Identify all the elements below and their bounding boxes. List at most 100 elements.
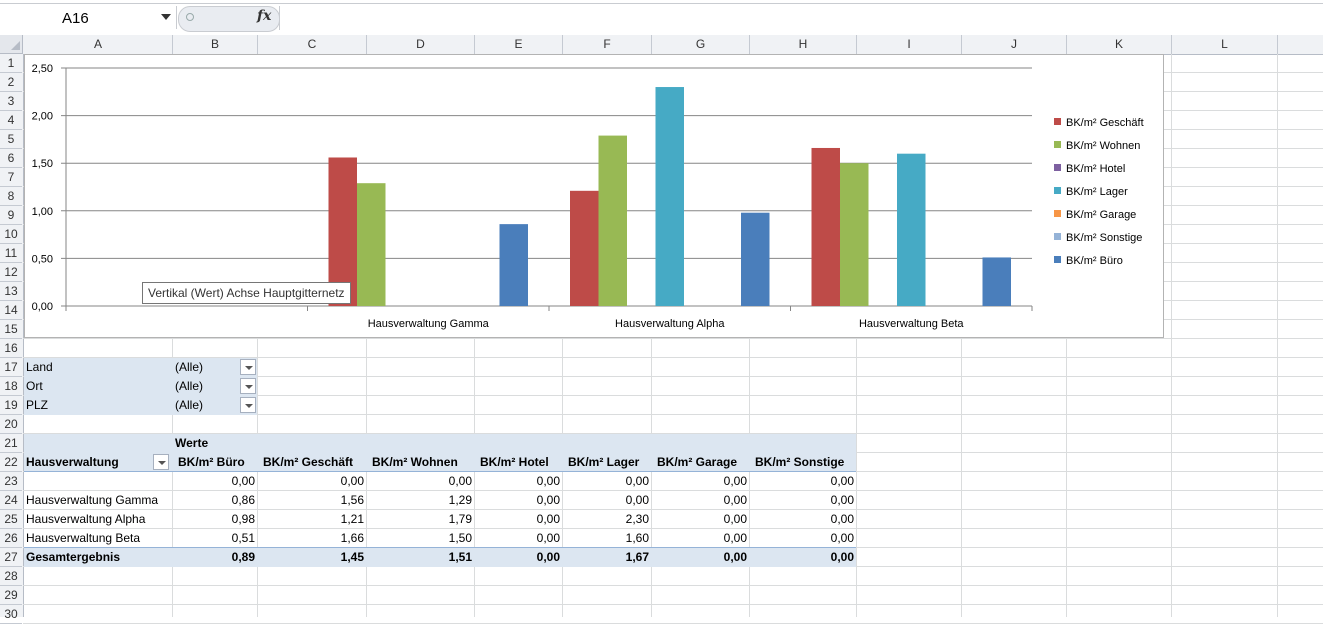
formula-input[interactable]	[279, 6, 1323, 30]
pivot-cell[interactable]: 0,00	[723, 531, 747, 545]
pivot-cell[interactable]: 0,00	[536, 512, 560, 526]
pivot-row-label[interactable]: Hausverwaltung Alpha	[26, 512, 146, 526]
pivot-total-cell[interactable]: 0,89	[231, 550, 255, 564]
pivot-cell[interactable]: 0,00	[830, 493, 854, 507]
pivot-cell[interactable]: 0,00	[536, 531, 560, 545]
pivot-total-cell[interactable]: 0,00	[723, 550, 747, 564]
row-header[interactable]: 13	[0, 282, 22, 301]
row-header[interactable]: 17	[0, 358, 22, 377]
pivot-cell[interactable]: 1,56	[340, 493, 364, 507]
filter-dropdown-button[interactable]	[240, 359, 256, 375]
pivot-cell[interactable]: 0,00	[625, 474, 649, 488]
row-header[interactable]: 30	[0, 605, 22, 624]
pivot-cell[interactable]: 0,00	[340, 474, 364, 488]
row-header[interactable]: 15	[0, 320, 22, 339]
column-header[interactable]: K	[1067, 35, 1172, 54]
row-header[interactable]: 24	[0, 491, 22, 510]
pivot-cell[interactable]: 0,86	[231, 493, 255, 507]
pivot-cell[interactable]: 0,00	[723, 512, 747, 526]
row-header[interactable]: 22	[0, 453, 22, 472]
resize-handle-icon[interactable]	[186, 13, 194, 21]
pivot-cell[interactable]: 0,00	[536, 493, 560, 507]
row-header[interactable]: 28	[0, 567, 22, 586]
pivot-cell[interactable]: 0,00	[536, 474, 560, 488]
pivot-total-cell[interactable]: 0,00	[536, 550, 560, 564]
pivot-cell[interactable]: 0,98	[231, 512, 255, 526]
pivot-cell[interactable]: 0,00	[830, 512, 854, 526]
pivot-cell[interactable]: 0,51	[231, 531, 255, 545]
row-header[interactable]: 3	[0, 92, 22, 111]
pivot-total-cell[interactable]: 0,00	[830, 550, 854, 564]
column-header[interactable]: E	[475, 35, 563, 54]
pivot-column-header[interactable]: BK/m² Hotel	[480, 455, 549, 469]
row-header[interactable]: 16	[0, 339, 22, 358]
filter-dropdown-button[interactable]	[240, 378, 256, 394]
row-header[interactable]: 25	[0, 510, 22, 529]
filter-value[interactable]: (Alle)	[175, 398, 204, 412]
pivot-row-label[interactable]	[26, 472, 171, 491]
pivot-cell[interactable]: 0,00	[625, 493, 649, 507]
column-header[interactable]: H	[750, 35, 857, 54]
pivot-cell[interactable]: 0,00	[830, 474, 854, 488]
column-header[interactable]: J	[962, 35, 1067, 54]
pivot-row-label[interactable]: Hausverwaltung Gamma	[26, 493, 159, 507]
pivot-cell[interactable]: 0,00	[448, 474, 472, 488]
row-header[interactable]: 4	[0, 111, 22, 130]
column-header[interactable]: C	[258, 35, 367, 54]
row-header[interactable]: 19	[0, 396, 22, 415]
column-header[interactable]: I	[857, 35, 962, 54]
column-header[interactable]: F	[563, 35, 652, 54]
filter-value[interactable]: (Alle)	[175, 360, 204, 374]
pivot-cell[interactable]: 1,66	[340, 531, 364, 545]
row-header[interactable]: 29	[0, 586, 22, 605]
pivot-column-header[interactable]: BK/m² Geschäft	[263, 455, 354, 469]
row-header[interactable]: 7	[0, 168, 22, 187]
column-header[interactable]: D	[367, 35, 475, 54]
row-header[interactable]: 23	[0, 472, 22, 491]
row-header[interactable]: 2	[0, 73, 22, 92]
row-header[interactable]: 9	[0, 206, 22, 225]
column-header[interactable]: L	[1172, 35, 1278, 54]
pivot-cell[interactable]: 1,21	[340, 512, 364, 526]
pivot-column-header[interactable]: BK/m² Sonstige	[755, 455, 845, 469]
pivot-column-header[interactable]: BK/m² Lager	[568, 455, 640, 469]
column-header[interactable]: A	[24, 35, 173, 54]
pivot-cell[interactable]: 1,60	[625, 531, 649, 545]
column-header[interactable]: B	[173, 35, 258, 54]
row-header[interactable]: 21	[0, 434, 22, 453]
name-box[interactable]	[0, 6, 177, 29]
pivot-column-header[interactable]: BK/m² Büro	[178, 455, 245, 469]
filter-value[interactable]: (Alle)	[175, 379, 204, 393]
filter-dropdown-button[interactable]	[240, 397, 256, 413]
pivot-cell[interactable]: 0,00	[723, 493, 747, 507]
pivot-column-header[interactable]: BK/m² Wohnen	[372, 455, 458, 469]
row-header[interactable]: 8	[0, 187, 22, 206]
row-header[interactable]: 10	[0, 225, 22, 244]
row-header[interactable]: 1	[0, 54, 22, 73]
pivot-cell[interactable]: 0,00	[231, 474, 255, 488]
row-header[interactable]: 18	[0, 377, 22, 396]
pivot-total-cell[interactable]: 1,67	[625, 550, 649, 564]
pivot-cell[interactable]: 1,29	[448, 493, 472, 507]
pivot-total-cell[interactable]: 1,45	[340, 550, 364, 564]
pivot-row-label[interactable]: Hausverwaltung Beta	[26, 531, 141, 545]
pivot-row-filter-button[interactable]	[153, 454, 169, 470]
row-header[interactable]: 27	[0, 548, 22, 567]
chevron-down-icon[interactable]	[161, 14, 171, 20]
insert-function-icon[interactable]: fx	[257, 8, 272, 24]
pivot-column-header[interactable]: BK/m² Garage	[657, 455, 738, 469]
row-header[interactable]: 5	[0, 130, 22, 149]
pivot-cell[interactable]: 1,79	[448, 512, 472, 526]
row-header[interactable]: 20	[0, 415, 22, 434]
pivot-cell[interactable]: 2,30	[625, 512, 649, 526]
row-header[interactable]: 26	[0, 529, 22, 548]
row-header[interactable]: 11	[0, 244, 22, 263]
row-header[interactable]: 12	[0, 263, 22, 282]
pivot-cell[interactable]: 0,00	[830, 531, 854, 545]
row-header[interactable]: 6	[0, 149, 22, 168]
pivot-cell[interactable]: 1,50	[448, 531, 472, 545]
pivot-total-cell[interactable]: 1,51	[448, 550, 472, 564]
column-header[interactable]: G	[652, 35, 750, 54]
row-header[interactable]: 14	[0, 301, 22, 320]
pivot-cell[interactable]: 0,00	[723, 474, 747, 488]
